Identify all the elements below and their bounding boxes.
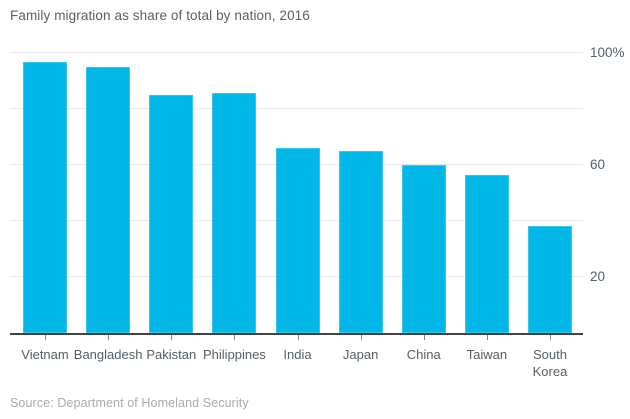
axis-tick <box>45 335 46 340</box>
axis-tick <box>108 335 110 340</box>
chart-title: Family migration as share of total by na… <box>10 8 310 23</box>
bar <box>528 226 572 333</box>
gridline <box>10 108 583 110</box>
bar <box>149 94 194 333</box>
x-axis-label: China <box>406 347 441 362</box>
axis-tick <box>171 335 173 340</box>
source-note: Source: Department of Homeland Security <box>10 396 249 410</box>
x-axis-label: Japan <box>342 347 379 362</box>
bar <box>401 164 446 333</box>
x-axis-label: South Korea <box>532 347 568 379</box>
y-axis-label: 60 <box>590 156 606 172</box>
x-axis-label: Taiwan <box>466 347 508 362</box>
bar <box>212 93 257 333</box>
bar <box>275 147 320 333</box>
bar <box>338 150 383 333</box>
x-axis-label: India <box>283 347 312 362</box>
y-axis-label: 100% <box>590 44 625 60</box>
x-axis-label: Bangladesh <box>73 347 143 362</box>
x-axis-line <box>10 333 583 335</box>
x-axis-label: Vietnam <box>21 347 69 362</box>
axis-tick <box>234 335 236 340</box>
x-axis-label: Philippines <box>202 347 266 362</box>
y-axis-label: 20 <box>590 268 606 284</box>
x-axis-label: Pakistan <box>146 347 197 362</box>
axis-tick <box>360 335 362 340</box>
axis-tick <box>550 335 551 340</box>
axis-tick <box>423 335 425 340</box>
bar <box>464 174 509 333</box>
axis-tick <box>486 335 488 340</box>
bar <box>23 62 67 333</box>
bar <box>86 66 131 333</box>
axis-tick <box>297 335 299 340</box>
gridline <box>10 52 583 53</box>
